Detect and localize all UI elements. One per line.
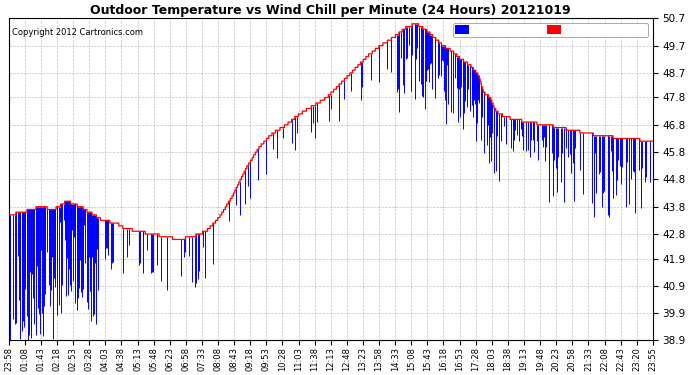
Title: Outdoor Temperature vs Wind Chill per Minute (24 Hours) 20121019: Outdoor Temperature vs Wind Chill per Mi… xyxy=(90,4,571,17)
Text: Copyright 2012 Cartronics.com: Copyright 2012 Cartronics.com xyxy=(12,28,143,37)
Legend: Wind Chill (°F), Temperature (°F): Wind Chill (°F), Temperature (°F) xyxy=(453,23,648,37)
